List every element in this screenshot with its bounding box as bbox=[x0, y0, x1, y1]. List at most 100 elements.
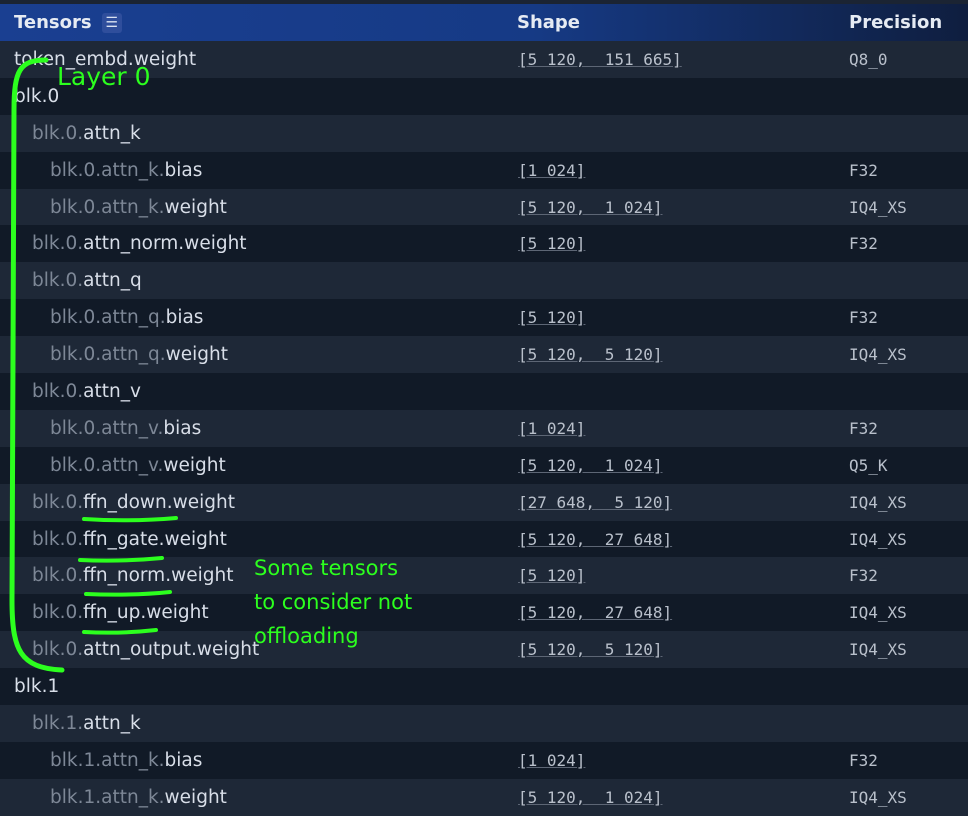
tensor-name-suffix: bias bbox=[164, 749, 203, 771]
tensor-name-prefix: blk.1. bbox=[32, 712, 84, 734]
tensor-name-suffix: weight bbox=[165, 344, 228, 366]
tensor-name: blk.1.attn_k.bias bbox=[50, 750, 202, 771]
tensor-name-prefix: blk.0. bbox=[32, 491, 84, 513]
tensor-precision: IQ4_XS bbox=[849, 787, 907, 807]
tensor-name-suffix: attn_q bbox=[83, 270, 142, 292]
tensor-precision: F32 bbox=[849, 750, 878, 770]
tensor-name-prefix: blk.0. bbox=[32, 380, 84, 402]
tensor-name: blk.0.attn_k bbox=[32, 123, 141, 144]
tensor-name-prefix: blk.1.attn_k. bbox=[50, 786, 165, 808]
shape-column-header[interactable]: Shape bbox=[517, 12, 581, 33]
tensor-name-prefix: blk.0.attn_q. bbox=[50, 344, 166, 366]
tensor-shape: [5 120, 27 648] bbox=[518, 603, 673, 623]
tensor-name-suffix: weight bbox=[164, 786, 227, 808]
table-row[interactable]: blk.0.attn_q bbox=[0, 262, 968, 300]
tensor-name-prefix: blk.0.attn_k. bbox=[50, 159, 165, 181]
note-line: offloading bbox=[254, 624, 359, 648]
tensor-name: blk.0.attn_v bbox=[32, 381, 141, 402]
tensor-precision: IQ4_XS bbox=[849, 492, 907, 512]
tensor-table-body: token_embd.weight [5 120, 151 665] Q8_0 blk… bbox=[0, 41, 968, 816]
table-row[interactable]: blk.0.attn_k bbox=[0, 114, 968, 152]
table-row[interactable]: blk.1.attn_k.bias [1 024] F32 bbox=[0, 741, 968, 779]
table-header: Tensors ☰ Shape Precision bbox=[0, 4, 968, 41]
tensor-name: blk.0.attn_k.bias bbox=[50, 160, 202, 181]
tensor-name-prefix: blk.0. bbox=[32, 602, 84, 624]
tensor-name: blk.0.attn_k.weight bbox=[50, 197, 227, 218]
table-row[interactable]: blk.0.attn_q.bias [5 120] F32 bbox=[0, 299, 968, 337]
layer-0-annotation: Layer 0 bbox=[57, 62, 151, 91]
tensor-precision: Q8_0 bbox=[849, 49, 888, 69]
tensor-name-prefix: blk.0. bbox=[32, 565, 84, 587]
tensors-column-header[interactable]: Tensors ☰ bbox=[14, 12, 122, 33]
tensor-precision: IQ4_XS bbox=[849, 529, 907, 549]
table-row[interactable]: blk.0.ffn_norm.weight [5 120] F32 bbox=[0, 557, 968, 595]
tensor-shape: [1 024] bbox=[518, 418, 586, 438]
tensor-precision: IQ4_XS bbox=[849, 345, 907, 365]
tensor-name-suffix: weight bbox=[163, 454, 226, 476]
tensor-precision: Q5_K bbox=[849, 455, 888, 475]
tensor-name-suffix: bias bbox=[164, 159, 203, 181]
hamburger-menu-icon[interactable]: ☰ bbox=[101, 12, 122, 33]
tensor-precision: F32 bbox=[849, 566, 878, 586]
tensor-shape: [5 120] bbox=[518, 234, 586, 254]
top-border bbox=[0, 0, 968, 4]
table-row[interactable]: blk.0.ffn_down.weight [27 648, 5 120] IQ4_… bbox=[0, 483, 968, 521]
table-row[interactable]: blk.0.attn_k.bias [1 024] F32 bbox=[0, 151, 968, 189]
tensor-name-suffix: bias bbox=[163, 417, 202, 439]
table-row[interactable]: blk.0.attn_v bbox=[0, 373, 968, 410]
table-row[interactable]: blk.0.attn_q.weight [5 120, 5 120] IQ4_XS bbox=[0, 336, 968, 374]
tensor-shape: [5 120, 27 648] bbox=[518, 529, 673, 549]
tensor-name: blk.1 bbox=[14, 676, 59, 697]
tensor-name: blk.0.attn_q bbox=[32, 270, 142, 291]
tensor-name-suffix: attn_k bbox=[83, 122, 141, 144]
tensor-name-suffix: ffn_down.weight bbox=[83, 491, 236, 513]
tensor-name: blk.0.attn_v.bias bbox=[50, 418, 201, 439]
table-row[interactable]: blk.1.attn_k bbox=[0, 705, 968, 742]
tensor-name: blk.0.attn_v.weight bbox=[50, 455, 226, 476]
tensor-name-prefix: blk.0.attn_v. bbox=[50, 454, 164, 476]
tensor-name: blk.0.attn_q.weight bbox=[50, 344, 228, 365]
tensor-shape: [5 120, 5 120] bbox=[518, 345, 663, 365]
offload-note-annotation: Some tensors to consider not offloading bbox=[254, 551, 412, 653]
table-row[interactable]: blk.0.ffn_gate.weight [5 120, 27 648] IQ4_… bbox=[0, 520, 968, 558]
table-row[interactable]: blk.1 bbox=[0, 668, 968, 706]
tensor-precision: IQ4_XS bbox=[849, 603, 907, 623]
tensor-name-prefix: blk.0.attn_v. bbox=[50, 417, 164, 439]
tensor-shape: [5 120, 1 024] bbox=[518, 787, 663, 807]
tensor-shape: [5 120, 151 665] bbox=[518, 49, 682, 69]
tensor-name-suffix: attn_k bbox=[83, 712, 141, 734]
table-row[interactable]: blk.1.attn_k.weight [5 120, 1 024] IQ4_XS bbox=[0, 778, 968, 816]
precision-column-header[interactable]: Precision bbox=[849, 12, 943, 33]
table-row[interactable]: blk.0.attn_v.bias [1 024] F32 bbox=[0, 409, 968, 447]
tensor-name-suffix: ffn_up.weight bbox=[83, 602, 209, 624]
tensor-name-prefix: blk.1.attn_k. bbox=[50, 749, 165, 771]
tensor-name: blk.0.attn_q.bias bbox=[50, 307, 203, 328]
tensor-shape: [1 024] bbox=[518, 160, 586, 180]
table-row[interactable]: blk.0.attn_k.weight [5 120, 1 024] IQ4_XS bbox=[0, 188, 968, 226]
tensor-shape: [5 120] bbox=[518, 308, 586, 328]
tensor-precision: F32 bbox=[849, 308, 878, 328]
table-row[interactable]: blk.0.attn_v.weight [5 120, 1 024] Q5_K bbox=[0, 446, 968, 484]
tensor-name: blk.1.attn_k.weight bbox=[50, 787, 227, 808]
tensor-name-prefix: blk.0.attn_k. bbox=[50, 196, 165, 218]
tensor-precision: F32 bbox=[849, 418, 878, 438]
table-row[interactable]: blk.0.attn_norm.weight [5 120] F32 bbox=[0, 225, 968, 263]
tensors-header-label: Tensors bbox=[14, 12, 92, 33]
tensor-name: blk.0.ffn_gate.weight bbox=[32, 529, 227, 550]
tensor-name-prefix: blk.0.attn_q. bbox=[50, 307, 166, 329]
tensor-name-suffix: bias bbox=[165, 307, 204, 329]
tensor-name-prefix: blk.0. bbox=[32, 122, 84, 144]
tensor-name-suffix: blk.0 bbox=[14, 85, 60, 107]
tensor-name-suffix: ffn_gate.weight bbox=[83, 528, 227, 550]
tensor-shape: [5 120, 1 024] bbox=[518, 197, 663, 217]
tensor-precision: IQ4_XS bbox=[849, 197, 907, 217]
tensor-precision: F32 bbox=[849, 234, 878, 254]
tensor-name-suffix: attn_output.weight bbox=[83, 639, 260, 661]
table-row[interactable]: blk.0.ffn_up.weight [5 120, 27 648] IQ4_XS bbox=[0, 594, 968, 632]
table-row[interactable]: blk.0.attn_output.weight [5 120, 5 120] IQ… bbox=[0, 631, 968, 669]
tensor-name-prefix: blk.0. bbox=[32, 639, 84, 661]
tensor-shape: [1 024] bbox=[518, 750, 586, 770]
tensor-name-suffix: blk.1 bbox=[14, 676, 60, 698]
tensor-name-prefix: blk.0. bbox=[32, 528, 84, 550]
tensor-shape: [5 120, 5 120] bbox=[518, 640, 663, 660]
